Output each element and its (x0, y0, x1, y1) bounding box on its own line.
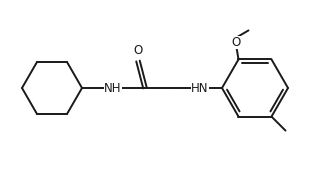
Text: O: O (232, 36, 241, 49)
Text: HN: HN (191, 81, 209, 95)
Text: NH: NH (104, 81, 122, 95)
Text: O: O (133, 43, 143, 57)
